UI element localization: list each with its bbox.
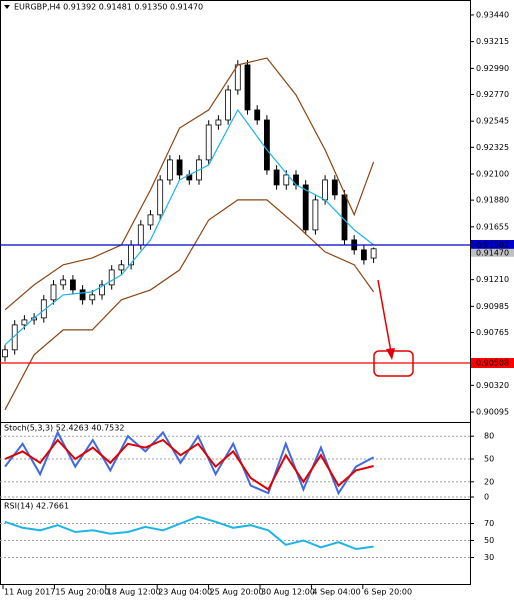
candle-body <box>331 179 338 196</box>
y-tick-label: 70 <box>484 519 494 528</box>
y-tick-label: 0.91655 <box>476 222 509 231</box>
level-label: 0.91502 <box>476 241 509 250</box>
candle-body <box>205 124 212 161</box>
y-tick-label: 0.92325 <box>476 143 509 152</box>
y-tick-label: 0.90765 <box>476 328 509 337</box>
candle-body <box>215 119 222 126</box>
y-tick-label: 0.92100 <box>476 170 509 179</box>
candle-body <box>137 224 144 246</box>
y-tick-label: 50 <box>484 536 494 545</box>
candle-body <box>166 159 173 181</box>
x-tick-label: 11 Aug 2017 <box>4 588 55 597</box>
x-tick-label: 6 Sep 20:00 <box>364 588 412 597</box>
candle-body <box>273 169 280 186</box>
candle-body <box>147 214 154 226</box>
y-tick-label: 0.90985 <box>476 302 509 311</box>
candle-body <box>312 199 319 231</box>
candle-body <box>244 64 251 111</box>
arrow <box>377 279 392 353</box>
candle-body <box>70 279 76 291</box>
y-tick-label: 0 <box>484 493 489 502</box>
candle-body <box>283 174 290 186</box>
candle-body <box>79 289 86 301</box>
candle-body <box>21 319 28 326</box>
y-tick-label: 20 <box>484 477 494 486</box>
chart-title: EURGBP,H4 0.91392 0.91481 0.91350 0.9147… <box>14 3 203 12</box>
indicator-line <box>4 57 375 311</box>
candle-body <box>225 89 232 121</box>
y-tick-label: 80 <box>484 432 494 441</box>
y-tick-label: 30 <box>484 553 494 562</box>
level-label: 0.90508 <box>476 359 509 368</box>
indicator-line <box>4 108 374 346</box>
candle-body <box>322 179 329 201</box>
candle-body <box>370 248 377 259</box>
x-tick-label: 18 Aug 12:00 <box>107 588 161 597</box>
y-tick-label: 0.92545 <box>476 117 509 126</box>
plot-frame <box>0 0 471 585</box>
candle-body <box>157 179 164 216</box>
y-tick-label: 0.92990 <box>476 64 509 73</box>
y-tick-label: 0.92770 <box>476 90 509 99</box>
y-tick-label: 50 <box>484 455 494 464</box>
candle-body <box>99 284 105 296</box>
oscillator-line <box>4 438 374 491</box>
candle-body <box>60 279 67 286</box>
candle-body <box>176 159 183 176</box>
level-tag <box>471 240 514 251</box>
stoch-title: Stoch(5,3,3) 52.4263 40.7532 <box>4 424 124 433</box>
x-tick-label: 25 Aug 20:00 <box>210 588 264 597</box>
y-tick-label: 0.91880 <box>476 196 509 205</box>
candle-body <box>2 349 8 358</box>
x-tick-label: 15 Aug 20:00 <box>55 588 109 597</box>
y-tick-label: 0.93215 <box>476 37 509 46</box>
rsi-title: RSI(14) 42.7661 <box>4 502 69 511</box>
candle-body <box>302 184 309 231</box>
menu-icon[interactable] <box>4 5 10 9</box>
candle-body <box>89 294 96 301</box>
candle-body <box>263 119 270 171</box>
x-tick-label: 30 Aug 12:00 <box>261 588 315 597</box>
candle-body <box>50 284 57 301</box>
candle-body <box>108 269 115 286</box>
y-tick-label: 0.91210 <box>476 275 509 284</box>
level-tag <box>471 358 514 369</box>
bid-tag <box>471 248 514 257</box>
candle-body <box>360 249 367 261</box>
candle-body <box>254 109 261 121</box>
oscillator-line <box>4 515 374 551</box>
x-tick-label: 4 Sep 04:00 <box>312 588 360 597</box>
candle-body <box>118 264 125 271</box>
y-tick-label: 0.90095 <box>476 408 509 417</box>
y-tick-label: 0.93440 <box>476 10 509 19</box>
y-tick-label: 0.90320 <box>476 381 509 390</box>
x-tick-label: 23 Aug 04:00 <box>158 588 212 597</box>
bid-label: 0.91470 <box>476 248 509 257</box>
